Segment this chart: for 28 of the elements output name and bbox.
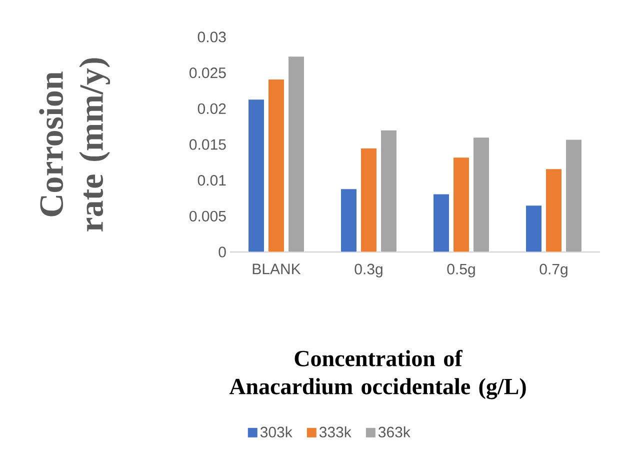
y-tick-label: 0.005 <box>190 210 226 222</box>
bar <box>546 168 562 252</box>
x-tick-label: BLANK <box>252 264 301 274</box>
bar <box>288 56 304 252</box>
x-tick-label: 0.5g <box>447 264 475 278</box>
x-tick-label: 0.7g <box>540 264 568 278</box>
bar <box>360 148 378 252</box>
legend-label: 333k <box>319 426 352 438</box>
legend-label: 363k <box>378 426 410 438</box>
y-tick-label: 0.01 <box>198 175 226 186</box>
bar <box>453 157 470 252</box>
bar <box>526 205 542 252</box>
bar <box>268 79 284 252</box>
bar <box>380 130 398 252</box>
bar <box>566 139 582 252</box>
bar <box>473 137 490 252</box>
bar <box>248 99 264 252</box>
bar <box>433 194 450 252</box>
y-axis-title: Corrosion rate (mm/y) <box>39 58 110 232</box>
y-tick-label: 0.025 <box>190 68 226 78</box>
y-tick-label: 0.03 <box>198 32 226 42</box>
y-tick-label: 0.015 <box>190 139 226 150</box>
y-tick-label: 0.02 <box>198 103 226 114</box>
legend-label: 303k <box>260 426 292 438</box>
x-tick-label: 0.3g <box>354 264 382 278</box>
x-axis-title: Concentration of Anacardium occidentale (g/L) <box>229 350 526 400</box>
y-tick-label: 0 <box>218 246 226 258</box>
bar <box>340 188 358 252</box>
